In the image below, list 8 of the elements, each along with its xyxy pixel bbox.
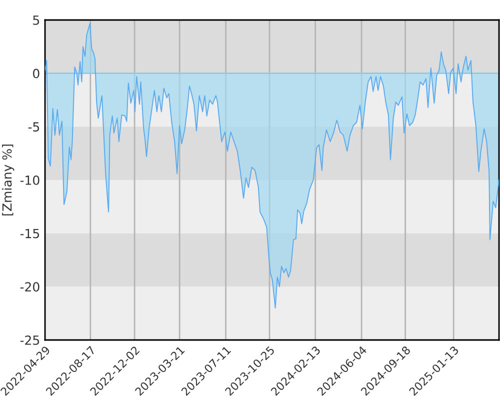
- y-tick-label: -15: [20, 228, 40, 238]
- y-tick-label: -10: [20, 175, 40, 185]
- y-tick-label: -25: [20, 335, 40, 345]
- y-tick-label: -5: [28, 122, 40, 132]
- y-tick-label: 5: [33, 16, 40, 25]
- y-axis-title: [Zmiany %]: [2, 144, 14, 216]
- y-tick-label: -20: [20, 282, 40, 292]
- y-tick-label: 0: [33, 68, 40, 78]
